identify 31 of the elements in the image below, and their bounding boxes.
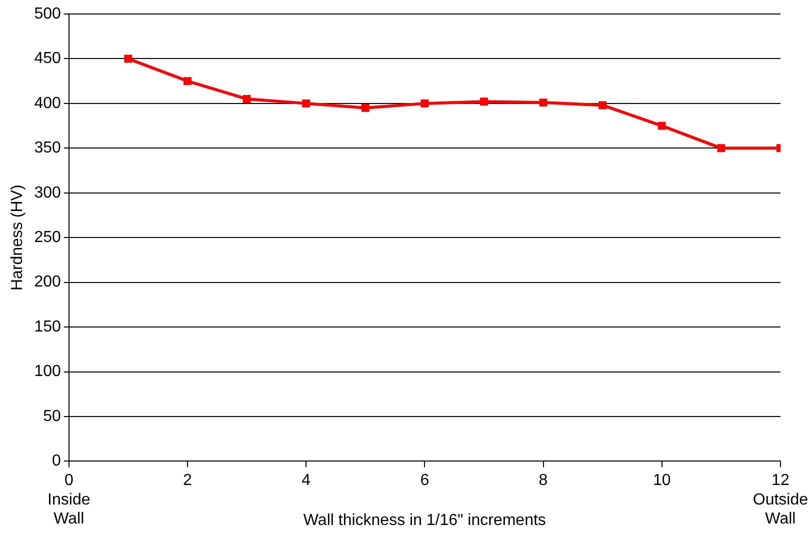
y-tick-label: 200: [34, 274, 61, 291]
x-tick-label: 10: [652, 472, 671, 490]
y-tick-label: 150: [34, 318, 61, 336]
y-tick-label: 350: [34, 140, 61, 157]
point: [361, 104, 370, 112]
x-tick-label: 0 Inside Wall: [48, 472, 90, 528]
x-tick-label: 12 Outside Wall: [752, 472, 808, 528]
point: [717, 144, 726, 152]
x-tick-label: 8: [538, 472, 548, 490]
y-tick-label: 400: [34, 94, 61, 112]
point: [124, 54, 132, 63]
y-tick-label: 500: [34, 5, 61, 22]
y-tick-label: 0: [52, 452, 61, 470]
y-tick-label: 250: [34, 229, 61, 246]
point: [539, 98, 548, 107]
point: [302, 99, 310, 108]
y-axis-title: Hardness (HV): [9, 184, 26, 291]
point: [480, 98, 488, 106]
x-tick-label: 6: [420, 472, 430, 490]
point: [184, 77, 192, 86]
point: [420, 99, 429, 108]
y-tick-label: 450: [34, 50, 61, 68]
y-tick-label: 50: [43, 408, 61, 425]
x-axis-title: Wall thickness in 1/16" increments: [303, 512, 546, 529]
point: [242, 94, 251, 103]
x-tick-label: 4: [302, 472, 311, 490]
y-tick-label: 100: [34, 363, 61, 380]
point: [658, 122, 666, 130]
point: [598, 101, 607, 110]
y-tick-label: 300: [34, 184, 61, 202]
x-tick-label: 2: [183, 472, 192, 490]
